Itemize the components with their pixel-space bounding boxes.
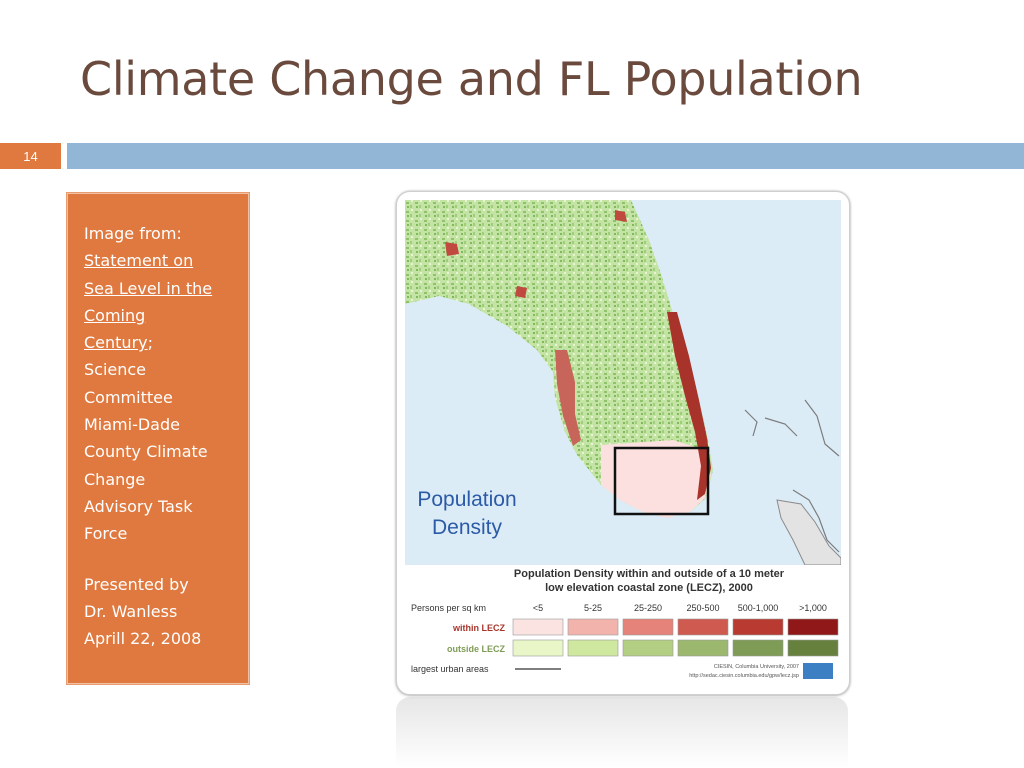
source-text-box: Image from: Statement on Sea Level in th… xyxy=(66,192,250,685)
link-suffix: ; xyxy=(147,333,154,353)
legend-category-label: 500-1,000 xyxy=(738,603,779,613)
southern-florida-lowland xyxy=(601,440,711,518)
image-from-label: Image from: xyxy=(84,224,182,243)
link-line: Coming xyxy=(84,305,146,325)
legend-outside-swatch xyxy=(787,639,839,657)
legend-outside-swatch xyxy=(677,639,729,657)
legend-category-label: >1,000 xyxy=(799,603,827,613)
presented-line: Presented by xyxy=(84,574,189,594)
ciesin-logo xyxy=(803,663,833,679)
legend-category-label: 25-250 xyxy=(634,603,662,613)
map-overlay-title: Population xyxy=(417,488,516,511)
map-overlay-subtitle: Density xyxy=(432,516,503,539)
legend-category-label: <5 xyxy=(533,603,543,613)
legend-within-swatch xyxy=(732,618,784,636)
presented-line: Dr. Wanless xyxy=(84,601,178,621)
statement-link-end[interactable]: Century xyxy=(84,333,148,353)
legend-urban-label: largest urban areas xyxy=(411,664,489,674)
legend-within-swatch xyxy=(567,618,619,636)
legend-outside-swatch xyxy=(732,639,784,657)
legend-swatches: <5 5-25 25-250 250-500 500-1,000 >1,000 xyxy=(512,603,839,657)
credit-line: Science xyxy=(84,360,147,380)
image-reflection xyxy=(396,697,848,768)
slide-title: Climate Change and FL Population xyxy=(80,52,863,106)
legend-within-swatch xyxy=(677,618,729,636)
legend-category-label: 5-25 xyxy=(584,603,602,613)
statement-link[interactable]: Statement on Sea Level in the Coming xyxy=(84,247,238,329)
legend-header: Persons per sq km xyxy=(411,603,486,613)
presented-line: Aprill 22, 2008 xyxy=(84,629,202,649)
legend-outside-swatch xyxy=(622,639,674,657)
legend-caption-2: low elevation coastal zone (LECZ), 2000 xyxy=(545,582,753,594)
header-bar xyxy=(67,143,1024,169)
credit-line: Force xyxy=(84,524,128,544)
link-line: Statement on xyxy=(84,251,194,271)
slide-number: 14 xyxy=(0,143,61,169)
population-density-map: Population Density Population Density wi… xyxy=(396,191,850,695)
legend-outside-swatch xyxy=(567,639,619,657)
credit-line: Committee xyxy=(84,387,173,407)
link-line: Sea Level in the xyxy=(84,278,213,298)
credit-line: Advisory Task xyxy=(84,496,193,516)
east-coast-urban-strip xyxy=(667,312,711,500)
legend-category-label: 250-500 xyxy=(686,603,719,613)
bahamas-islands xyxy=(744,399,840,553)
legend-caption-1: Population Density within and outside of… xyxy=(514,568,785,580)
legend-within-swatch xyxy=(787,618,839,636)
legend-outside-swatch xyxy=(512,639,564,657)
cuba-coast xyxy=(776,499,841,566)
legend-outside-label: outside LECZ xyxy=(447,644,506,654)
credit-line: Change xyxy=(84,469,146,489)
miami-focus-box xyxy=(613,446,710,516)
credit-line: County Climate xyxy=(84,442,208,462)
map-credit-2: http://sedac.ciesin.columbia.edu/gpw/lec… xyxy=(689,673,799,679)
map-svg: Population Density Population Density wi… xyxy=(405,200,841,686)
west-coast-urban-strip xyxy=(555,350,581,446)
legend-within-swatch xyxy=(622,618,674,636)
legend-within-swatch xyxy=(512,618,564,636)
legend-within-label: within LECZ xyxy=(452,623,505,633)
map-credit-1: CIESIN, Columbia University, 2007 xyxy=(714,664,799,670)
credit-line: Miami-Dade xyxy=(84,415,180,435)
